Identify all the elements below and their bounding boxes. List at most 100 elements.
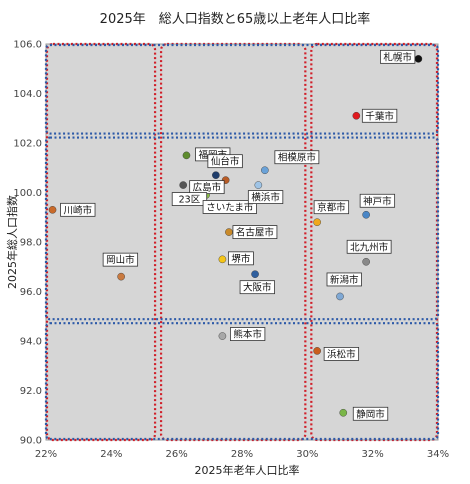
point-label-box [346,239,392,254]
point-label-box [313,200,350,215]
point-label: 相模原市 [274,150,320,165]
point-label-text: 千葉市 [365,110,394,122]
point-label-box [60,202,96,217]
point-label-text: さいたま市 [206,201,254,213]
point-label-box [274,150,320,165]
point-label-box [227,251,254,266]
point-label: 札幌市 [379,49,416,64]
data-point [179,181,187,189]
point-labels: 札幌市千葉市福岡市仙台市相模原市広島市23区さいたま市横浜市川崎市京都市神戸市名… [60,49,416,421]
data-point [225,228,233,236]
data-point [182,151,191,160]
data-point [261,166,269,175]
y-tick-label: 90.0 [20,436,42,447]
point-label-box [171,192,208,206]
point-label: 横浜市 [247,190,284,204]
point-label-box [323,346,360,361]
point-label: 浜松市 [323,346,360,361]
point-label: 北九州市 [346,239,392,254]
y-tick-label: 98.0 [20,238,42,249]
y-tick-label: 106.0 [13,40,42,51]
x-tick-label: 22% [35,449,57,460]
point-label-text: 川崎市 [64,204,93,216]
point-label-box [229,327,266,341]
point-label: さいたま市 [202,200,257,214]
point-label-box [352,406,389,421]
point-label: 名古屋市 [232,225,278,240]
point-label: 広島市 [189,180,225,195]
point-label-box [247,190,284,204]
data-point [339,408,348,417]
chart-title: 2025年 総人口指数と65歳以上老年人口比率 [100,11,371,27]
point-label-text: 新潟市 [330,274,359,286]
x-tick-label: 34% [427,449,449,460]
point-label-text: 横浜市 [251,192,280,204]
point-label-text: 名古屋市 [236,227,275,239]
point-label-text: 23区 [179,195,201,206]
data-point [218,255,227,264]
point-label-text: 静岡市 [356,408,385,420]
y-tick-label: 100.0 [13,188,42,199]
x-tick-label: 32% [362,449,384,460]
x-tick-label: 28% [231,449,253,460]
data-point [336,292,344,301]
data-point [313,347,321,355]
point-label: 千葉市 [361,108,398,123]
point-label: 堺市 [227,251,254,266]
data-point [254,181,263,189]
data-point [212,171,220,179]
data-point [251,270,259,278]
point-label-text: 熊本市 [233,329,262,341]
data-point [117,272,125,281]
data-point [352,111,361,120]
point-label-box [232,225,278,240]
point-label: 仙台市 [207,154,243,169]
point-label: 23区 [171,192,208,206]
point-label: 静岡市 [352,406,389,421]
point-label-box [207,154,243,169]
x-axis-ticks: 22% 24% 26% 28% 30% 32% 34% [35,449,449,460]
region-column-2 [159,42,307,442]
y-tick-label: 104.0 [13,89,42,100]
point-label: 岡山市 [102,252,139,267]
y-tick-label: 102.0 [13,139,42,150]
y-axis-ticks: 90.0 92.0 94.0 96.0 98.0 100.0 102.0 104.0 106.0 [13,40,42,447]
point-label: 神戸市 [359,193,396,208]
data-point [218,332,227,340]
point-label-text: 堺市 [231,253,251,265]
data-point [313,218,321,226]
point-label-text: 神戸市 [363,195,392,207]
point-label-box [239,280,275,295]
point-label-box [202,200,257,214]
point-label: 熊本市 [229,327,266,341]
point-label: 大阪市 [239,280,275,295]
point-label-text: 相模原市 [278,152,317,164]
point-label-text: 仙台市 [211,156,240,168]
point-label-text: 岡山市 [106,254,135,266]
y-tick-label: 92.0 [20,386,42,397]
x-tick-label: 24% [100,449,122,460]
y-tick-label: 94.0 [20,337,42,348]
point-label-text: 浜松市 [327,348,356,360]
point-label-box [326,272,362,287]
x-tick-label: 26% [166,449,188,460]
x-tick-label: 30% [296,449,318,460]
point-label: 新潟市 [326,272,362,287]
point-label-box [361,108,398,123]
y-axis-label: 2025年総人口指数 [5,195,19,289]
point-label: 京都市 [313,200,350,215]
point-label-text: 京都市 [317,202,346,214]
x-axis-label: 2025年老年人口比率 [195,463,300,477]
point-label-box [102,252,139,267]
point-label-box [379,49,416,64]
point-label-text: 札幌市 [383,51,412,63]
data-point [362,257,370,266]
point-label-text: 大阪市 [243,282,272,294]
point-label-text: 北九州市 [350,241,389,253]
data-point [362,210,370,219]
point-label: 川崎市 [60,202,96,217]
data-point [48,206,57,214]
region-dividers [44,42,440,442]
region-row-2 [44,136,440,321]
